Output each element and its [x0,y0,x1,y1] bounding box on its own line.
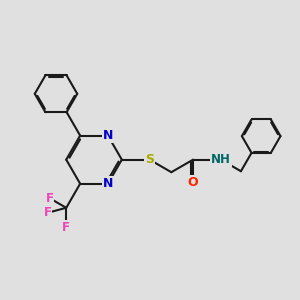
Text: N: N [103,129,113,142]
Text: O: O [188,176,198,189]
Text: F: F [62,220,70,234]
Text: S: S [145,153,154,166]
Text: N: N [103,177,113,190]
Text: F: F [46,192,53,205]
Text: NH: NH [211,153,231,166]
Text: F: F [44,206,52,219]
